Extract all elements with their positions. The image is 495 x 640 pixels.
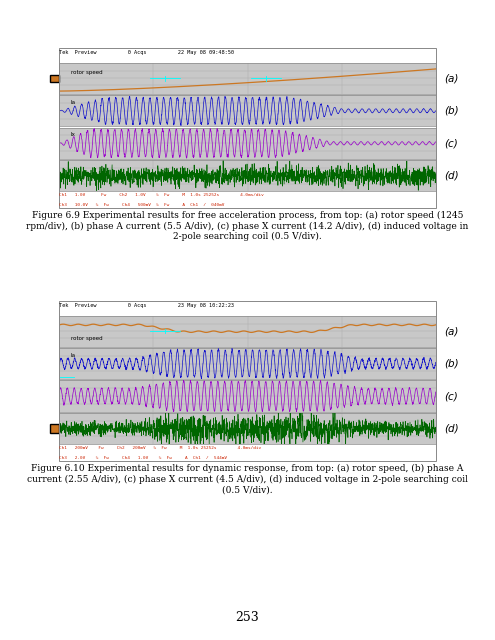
Text: (a): (a) (445, 74, 459, 83)
FancyBboxPatch shape (50, 75, 59, 82)
Text: Figure 6.9 Experimental results for free acceleration process, from top: (a) rot: Figure 6.9 Experimental results for free… (26, 211, 469, 241)
Text: Tek  Preview          0 Acqs          22 May 08 09:48:50: Tek Preview 0 Acqs 22 May 08 09:48:50 (59, 50, 235, 55)
Text: (d): (d) (445, 171, 459, 180)
Text: rotor speed: rotor speed (71, 70, 102, 75)
Text: (d): (d) (445, 424, 459, 433)
Text: (c): (c) (445, 138, 458, 148)
Text: Figure 6.10 Experimental results for dynamic response, from top: (a) rotor speed: Figure 6.10 Experimental results for dyn… (27, 464, 468, 494)
Text: Tek  Preview          0 Acqs          23 May 08 10:22:23: Tek Preview 0 Acqs 23 May 08 10:22:23 (59, 303, 235, 308)
Text: (b): (b) (445, 106, 459, 116)
Text: Ia: Ia (71, 100, 76, 105)
Text: 253: 253 (236, 611, 259, 624)
Text: (b): (b) (445, 358, 459, 369)
Text: (a): (a) (445, 326, 459, 336)
Text: rotor speed: rotor speed (71, 337, 102, 342)
FancyBboxPatch shape (50, 424, 59, 433)
Text: Ch1   1.0V      Fw     Ch2   1.0V    %  Fw     M  1.0s 25252s        4.0ms/div: Ch1 1.0V Fw Ch2 1.0V % Fw M 1.0s 25252s … (59, 193, 264, 197)
Text: Ch1   200mV    Fw     Ch2   200mV   %  Fw     M  1.0s 25252s        4.0ms/div: Ch1 200mV Fw Ch2 200mV % Fw M 1.0s 25252… (59, 446, 261, 450)
Text: Ch3   10.0V   %  Fw     Ch4   500mV  %  Fw     A  Ch1  /  040mV: Ch3 10.0V % Fw Ch4 500mV % Fw A Ch1 / 04… (59, 203, 225, 207)
Text: (c): (c) (445, 391, 458, 401)
Text: Ix: Ix (71, 132, 76, 138)
Text: Ia: Ia (71, 353, 76, 358)
Text: Ch3   2.0V    %  Fw     Ch4   1.0V    %  Fw     A  Ch1  /  544mV: Ch3 2.0V % Fw Ch4 1.0V % Fw A Ch1 / 544m… (59, 456, 227, 460)
